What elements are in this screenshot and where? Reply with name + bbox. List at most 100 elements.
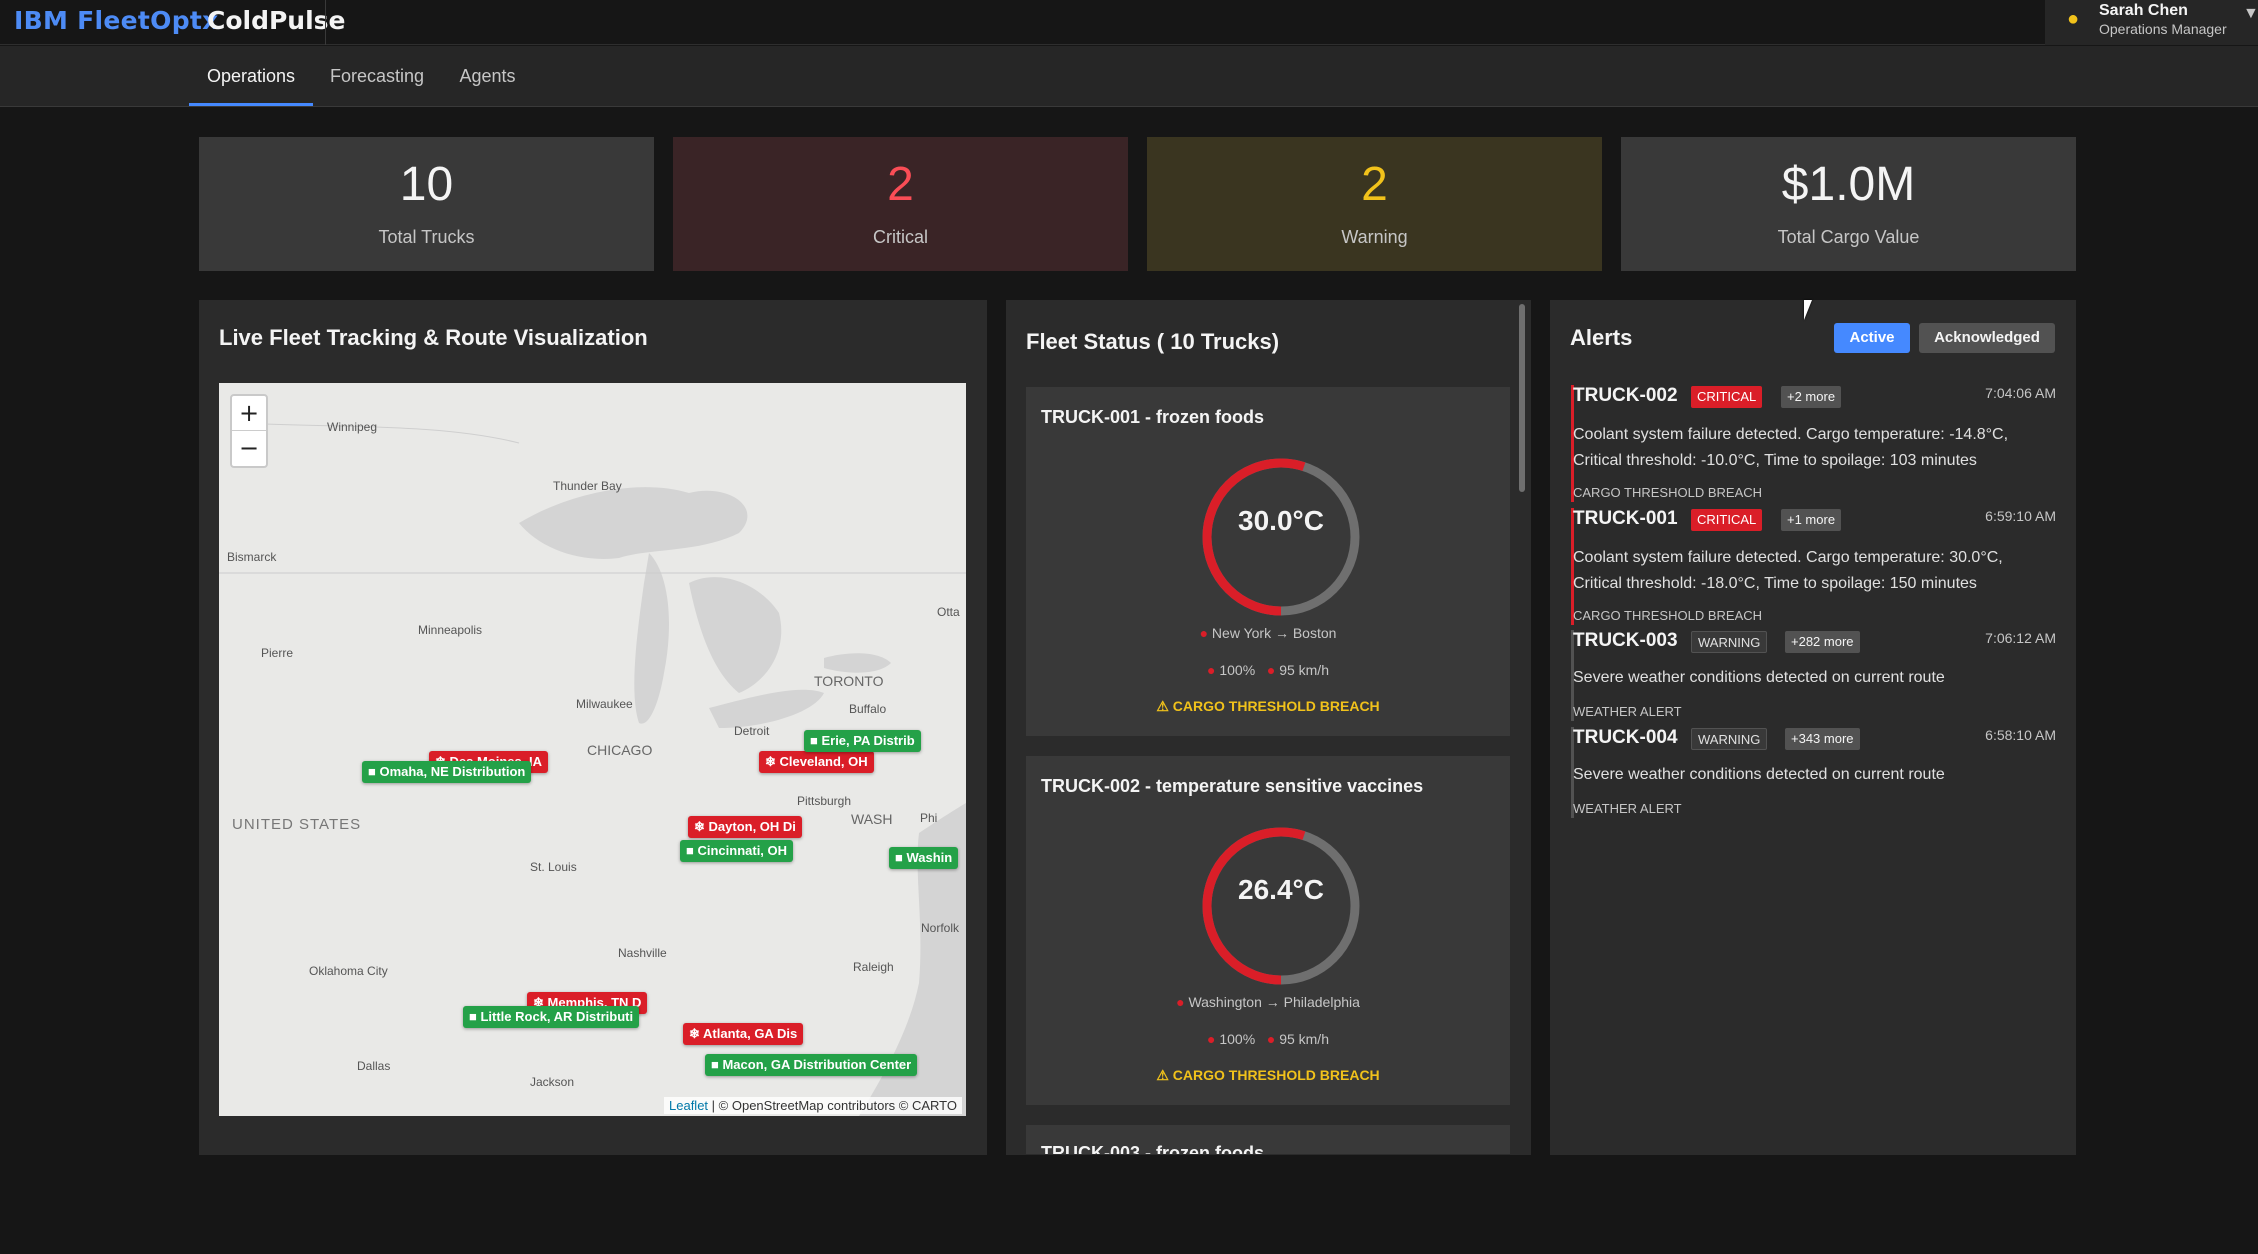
fleet-map[interactable]: + − UNITED STATES Winnipeg Thunder Bay B…: [219, 383, 966, 1116]
city-label: Milwaukee: [576, 697, 633, 711]
brand-divider: [325, 0, 326, 45]
country-label: UNITED STATES: [232, 816, 362, 833]
more-badge[interactable]: +1 more: [1781, 509, 1842, 531]
alert-item[interactable]: TRUCK-002 CRITICAL +2 more 7:04:06 AM Co…: [1571, 385, 2061, 507]
alert-item[interactable]: TRUCK-004 WARNING +343 more 6:58:10 AM S…: [1571, 727, 2061, 823]
more-badge[interactable]: +282 more: [1785, 631, 1860, 653]
tab-agents[interactable]: Agents: [459, 66, 516, 86]
product-name: ColdPulse: [207, 6, 346, 35]
alert-truck-id: TRUCK-003: [1573, 630, 1678, 651]
map-marker-erie[interactable]: ■ Erie, PA Distrib: [804, 730, 921, 752]
alert-type: WEATHER ALERT: [1573, 801, 1682, 816]
alert-severity-bar: [1571, 630, 1574, 721]
alert-item[interactable]: TRUCK-001 CRITICAL +1 more 6:59:10 AM Co…: [1571, 508, 2061, 630]
alert-time: 6:59:10 AM: [1985, 508, 2056, 524]
snowflake-icon: ❄: [533, 995, 548, 1010]
map-marker-atlanta[interactable]: ❄ Atlanta, GA Dis: [683, 1023, 804, 1045]
tab-operations[interactable]: Operations: [189, 46, 313, 106]
user-menu[interactable]: ● Sarah Chen Operations Manager ▼: [2045, 0, 2258, 45]
more-badge[interactable]: +343 more: [1785, 728, 1860, 750]
kpi-total-trucks: 10 Total Trucks: [199, 137, 654, 271]
city-label: Minneapolis: [418, 623, 483, 637]
alert-message: Severe weather conditions detected on cu…: [1573, 766, 1945, 783]
kpi-critical: 2 Critical: [673, 137, 1128, 271]
alerts-panel: [1550, 300, 2076, 1155]
city-label: Thunder Bay: [553, 479, 622, 493]
snowflake-icon: ❄: [689, 1026, 704, 1041]
marker-label: Dayton, OH Di: [708, 819, 796, 834]
alert-truck-id: TRUCK-002: [1573, 385, 1678, 406]
severity-badge: WARNING: [1691, 728, 1768, 750]
truck-temperature: 26.4°C: [1238, 874, 1324, 905]
gauge-fill-arc: [1202, 458, 1360, 616]
leaflet-link[interactable]: Leaflet: [669, 1098, 709, 1113]
zoom-in-button[interactable]: +: [232, 396, 266, 431]
truck-card[interactable]: TRUCK-001 - frozen foods 30.0°C ● New Yo…: [1026, 387, 1510, 736]
map-marker-omaha[interactable]: ■ Omaha, NE Distribution: [362, 761, 532, 783]
city-label: Pierre: [261, 646, 294, 660]
package-icon: ■: [686, 843, 698, 858]
alert-type: WEATHER ALERT: [1573, 704, 1682, 719]
city-label: TORONTO: [814, 673, 884, 689]
alert-message: Coolant system failure detected. Cargo t…: [1573, 549, 2003, 592]
truck-alert: ⚠ CARGO THRESHOLD BREACH: [1026, 698, 1510, 715]
truck-card[interactable]: TRUCK-003 - frozen foods: [1026, 1125, 1510, 1154]
package-icon: ■: [368, 764, 380, 779]
truck-route: ● Washington → Philadelphia: [1026, 994, 1510, 1010]
alert-type: CARGO THRESHOLD BREACH: [1573, 485, 1763, 500]
alert-message: Coolant system failure detected. Cargo t…: [1573, 426, 2009, 469]
route-text: Washington → Philadelphia: [1188, 994, 1360, 1010]
snowflake-icon: ❄: [765, 754, 780, 769]
truck-alert: ⚠ CARGO THRESHOLD BREACH: [1026, 1067, 1510, 1084]
map-marker-cleveland[interactable]: ❄ Cleveland, OH: [759, 751, 874, 773]
kpi-label: Total Cargo Value: [1777, 227, 1920, 247]
alert-time: 7:06:12 AM: [1985, 630, 2056, 646]
zoom-out-button[interactable]: −: [238, 434, 260, 462]
marker-label: Washin: [906, 850, 953, 865]
map-basemap: [219, 422, 966, 1116]
brand-name[interactable]: IBM FleetOptx: [14, 6, 219, 35]
attribution-text: | © OpenStreetMap contributors © CARTO: [711, 1098, 957, 1113]
truck-card[interactable]: TRUCK-002 - temperature sensitive vaccin…: [1026, 756, 1510, 1105]
city-label: Nashville: [618, 946, 667, 960]
chevron-down-icon[interactable]: ▼: [2243, 5, 2258, 22]
map-marker-dayton[interactable]: ❄ Dayton, OH Di: [688, 816, 802, 838]
user-role: Operations Manager: [2099, 21, 2227, 37]
map-marker-washington[interactable]: ■ Washin: [889, 847, 959, 869]
map-marker-cincinnati[interactable]: ■ Cincinnati, OH: [680, 840, 794, 862]
severity-badge: CRITICAL: [1691, 509, 1763, 531]
severity-badge: WARNING: [1691, 631, 1768, 653]
alert-item[interactable]: TRUCK-003 WARNING +282 more 7:06:12 AM S…: [1571, 630, 2061, 726]
filter-acknowledged-button[interactable]: Acknowledged: [1919, 323, 2055, 353]
city-label: Otta: [937, 605, 960, 619]
city-label: Detroit: [734, 724, 770, 738]
alert-time: 7:04:06 AM: [1985, 385, 2056, 401]
marker-label: Erie, PA Distrib: [821, 733, 915, 748]
truck-temperature: 30.0°C: [1238, 505, 1324, 536]
temperature-gauge: [1202, 458, 1360, 616]
truck-stats: ● 100% ● 95 km/h: [1026, 1031, 1510, 1047]
top-bar: IBM FleetOptx ColdPulse ● Sarah Chen Ope…: [0, 0, 2258, 45]
map-marker-little-rock[interactable]: ■ Little Rock, AR Distributi: [463, 1006, 640, 1028]
truck-alert-text: CARGO THRESHOLD BREACH: [1172, 1067, 1380, 1083]
map-marker-macon[interactable]: ■ Macon, GA Distribution Center: [705, 1054, 918, 1076]
warning-icon: ⚠: [1156, 1067, 1173, 1083]
fleet-status-title: Fleet Status ( 10 Trucks): [1026, 329, 1280, 354]
fleet-scrollbar[interactable]: [1518, 302, 1526, 1154]
map-panel-title: Live Fleet Tracking & Route Visualizatio…: [219, 325, 648, 350]
kpi-warning: 2 Warning: [1147, 137, 1602, 271]
city-label: Raleigh: [853, 960, 894, 974]
alert-type: CARGO THRESHOLD BREACH: [1573, 608, 1763, 623]
truck-signal: 100%: [1219, 662, 1256, 678]
kpi-cargo-value: $1.0M Total Cargo Value: [1621, 137, 2076, 271]
snowflake-icon: ❄: [694, 819, 709, 834]
truck-name: TRUCK-001 - frozen foods: [1041, 407, 1265, 427]
more-badge[interactable]: +2 more: [1781, 386, 1842, 408]
tab-forecasting[interactable]: Forecasting: [329, 66, 425, 86]
filter-active-button[interactable]: Active: [1834, 323, 1910, 353]
pin-icon: ●: [1199, 625, 1212, 641]
package-icon: ■: [711, 1057, 723, 1072]
fleet-scrollbar-thumb[interactable]: [1519, 304, 1525, 492]
truck-name: TRUCK-002 - temperature sensitive vaccin…: [1041, 776, 1424, 796]
city-label: Buffalo: [849, 702, 887, 716]
